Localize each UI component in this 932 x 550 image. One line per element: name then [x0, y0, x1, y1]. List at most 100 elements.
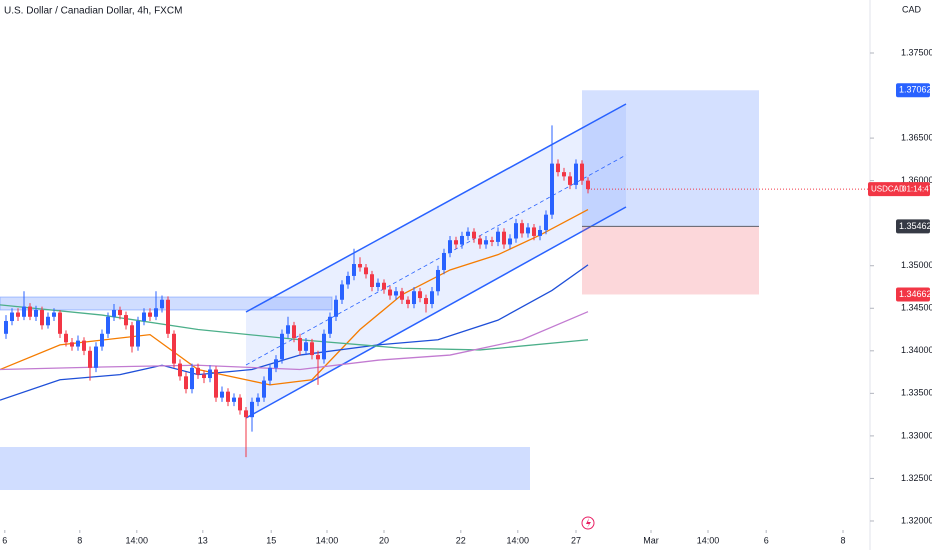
y-tick-label: 1.37500 — [901, 47, 932, 57]
candle-body — [328, 316, 332, 334]
candle-body — [364, 267, 368, 275]
candle-body — [442, 252, 446, 270]
price-tag-label: 1.37062 — [899, 85, 932, 95]
candle-body — [418, 291, 422, 299]
x-tick-label: 14:00 — [126, 535, 149, 545]
candle-body — [16, 312, 20, 317]
candle-body — [286, 325, 290, 334]
candle-body — [484, 240, 488, 245]
candle-body — [214, 369, 218, 398]
candle-body — [370, 274, 374, 287]
x-tick-label: 14:00 — [697, 535, 720, 545]
candle-body — [292, 325, 296, 339]
candle-body — [70, 342, 74, 347]
candle-body — [466, 231, 470, 236]
candle-body — [526, 227, 530, 234]
candle-body — [202, 374, 206, 379]
candle-body — [46, 316, 50, 326]
candle-body — [166, 299, 170, 334]
candle-body — [388, 289, 392, 296]
candle-body — [412, 291, 416, 305]
candle-body — [574, 163, 578, 185]
candle-body — [502, 231, 506, 245]
candle-body — [382, 282, 386, 290]
x-tick-label: 15 — [266, 535, 276, 545]
candle-body — [124, 315, 128, 326]
candle-body — [532, 227, 536, 236]
last-price-tag — [868, 182, 930, 197]
candle-body — [430, 291, 434, 305]
candle-body — [22, 306, 26, 317]
candle-body — [406, 299, 410, 305]
candle-body — [358, 264, 362, 268]
candle-body — [472, 231, 476, 239]
candle-body — [208, 369, 212, 379]
candle-body — [394, 291, 398, 296]
candle-body — [352, 264, 356, 276]
candle-body — [136, 321, 140, 347]
price-tag — [896, 287, 930, 302]
y-tick-label: 1.36500 — [901, 132, 932, 142]
candle-body — [376, 282, 380, 287]
x-tick-label: 8 — [840, 535, 845, 545]
candle-body — [172, 333, 176, 364]
candle-body — [226, 391, 230, 402]
candle-body — [316, 355, 320, 360]
candle-body — [490, 240, 494, 242]
candle-body — [304, 342, 308, 351]
channel-upper — [245, 103, 627, 313]
stop-zone — [582, 226, 759, 295]
candle-body — [40, 309, 44, 326]
candle-body — [508, 238, 512, 245]
candle-body — [460, 235, 464, 245]
channel-fill — [246, 104, 626, 418]
candle-body — [568, 176, 572, 185]
currency: CAD — [902, 4, 922, 14]
plot — [0, 125, 870, 458]
candle-body — [340, 284, 344, 300]
candle-body — [112, 309, 116, 317]
candle-body — [52, 312, 56, 317]
candle-body — [94, 346, 98, 368]
candle-body — [556, 163, 560, 173]
candle-body — [586, 180, 590, 190]
countdown-label: 01:14:47 — [902, 184, 932, 193]
y-tick-label: 1.32500 — [901, 473, 932, 483]
y-tick-label: 1.34000 — [901, 345, 932, 355]
x-tick-label: 27 — [571, 535, 581, 545]
candle-body — [130, 325, 134, 347]
candle-body — [244, 410, 248, 418]
candle-body — [76, 340, 80, 347]
candle-body — [10, 312, 14, 322]
candle-body — [448, 240, 452, 253]
candle-body — [334, 299, 338, 317]
y-tick-label: 1.33500 — [901, 388, 932, 398]
candle-body — [238, 397, 242, 411]
symbol-label: USDCAD — [871, 184, 905, 193]
support-zone — [0, 447, 530, 490]
price-tag — [896, 83, 930, 98]
y-tick-label: 1.33000 — [901, 430, 932, 440]
drawings — [0, 90, 759, 490]
candle-body — [160, 299, 164, 309]
candle-body — [496, 231, 500, 242]
x-tick-label: 22 — [456, 535, 466, 545]
price-tag-label: 1.35462 — [899, 221, 932, 231]
y-tick-label: 1.34500 — [901, 303, 932, 313]
candle-body — [106, 316, 110, 334]
x-tick-label: 6 — [2, 535, 7, 545]
candle-body — [544, 214, 548, 230]
candle-body — [118, 309, 122, 316]
candle-body — [262, 380, 266, 398]
candle-body — [520, 223, 524, 234]
candle-body — [250, 401, 254, 418]
candle-body — [28, 306, 32, 317]
candle-body — [424, 298, 428, 305]
x-tick-label: 20 — [379, 535, 389, 545]
candle-body — [58, 312, 62, 334]
candle-body — [64, 333, 68, 343]
y-tick-label: 1.32000 — [901, 515, 932, 525]
candle-body — [190, 367, 194, 390]
candle-body — [310, 342, 314, 356]
candle-body — [454, 240, 458, 245]
